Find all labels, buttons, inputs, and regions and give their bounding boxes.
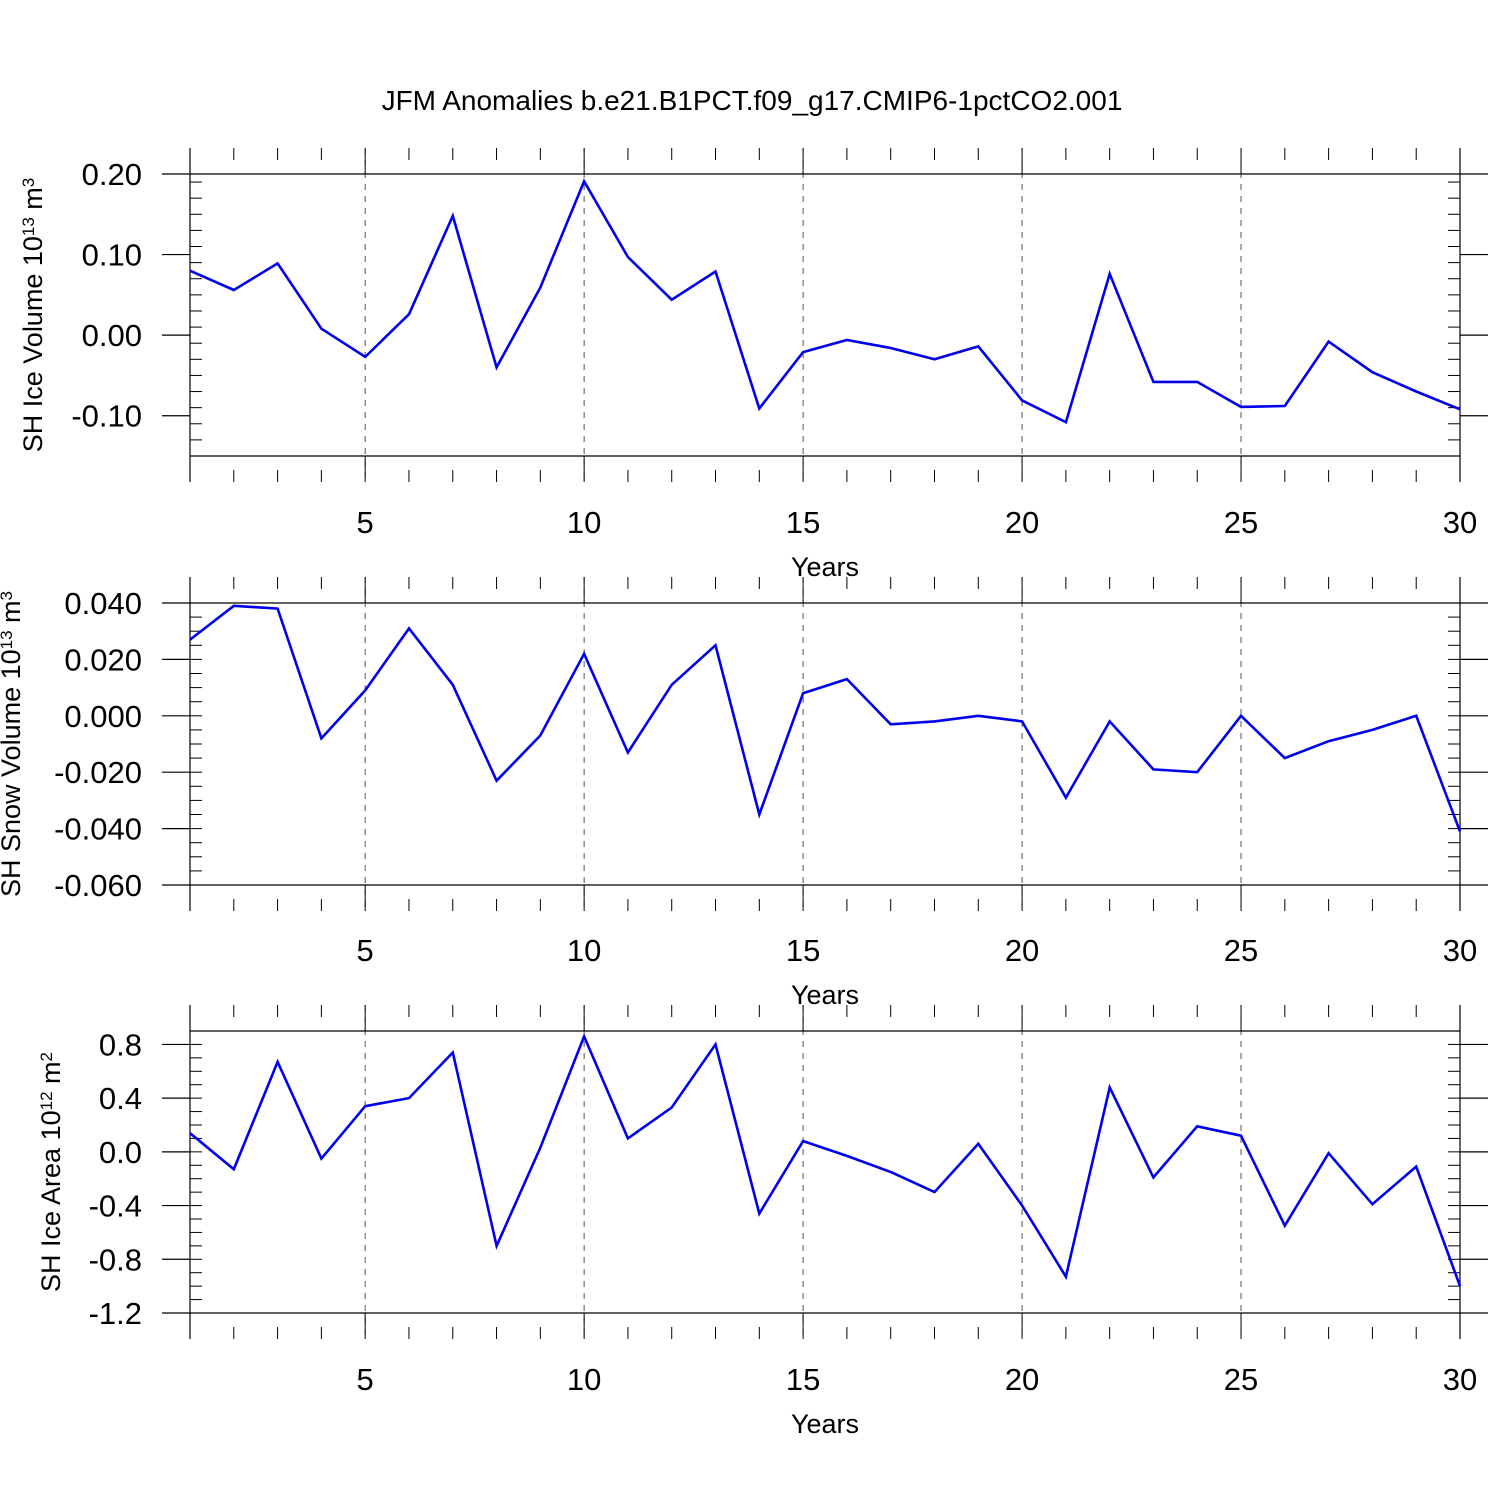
y-axis-label-superscript: 3 bbox=[0, 591, 16, 600]
y-axis-label-superscript: 13 bbox=[0, 630, 16, 649]
x-tick-label: 15 bbox=[786, 505, 820, 540]
x-tick-label: 25 bbox=[1224, 933, 1258, 968]
y-tick-label: 0.040 bbox=[64, 586, 142, 621]
x-tick-label: 25 bbox=[1224, 505, 1258, 540]
y-axis-label: SH Ice Volume 1013 m3 bbox=[18, 178, 48, 453]
series-line bbox=[189, 1032, 1462, 1287]
y-axis-label-text: SH Snow Volume 10 bbox=[0, 649, 26, 897]
y-tick-label: -1.2 bbox=[89, 1296, 142, 1331]
x-tick-label: 10 bbox=[567, 1362, 601, 1397]
y-tick-label: 0.4 bbox=[99, 1081, 142, 1116]
y-axis-label: SH Ice Area 1012 m2 bbox=[36, 1052, 66, 1292]
y-tick-label: -0.10 bbox=[71, 399, 142, 434]
y-axis-label-text: m bbox=[36, 1061, 66, 1091]
x-tick-label: 5 bbox=[357, 1362, 374, 1397]
y-tick-label: 0.20 bbox=[82, 157, 142, 192]
y-axis-label-text: SH Ice Volume 10 bbox=[18, 236, 48, 452]
y-tick-label: 0.000 bbox=[64, 699, 142, 734]
y-tick-label: -0.8 bbox=[89, 1242, 142, 1277]
y-axis-label-superscript: 12 bbox=[37, 1091, 56, 1110]
chart-panel-2: 0.040 0.020 0.000 -0.020 -0.040 -0.060 5 10 15 20… bbox=[0, 577, 1488, 1010]
x-tick-label: 20 bbox=[1005, 505, 1039, 540]
y-tick-label: 0.00 bbox=[82, 318, 142, 353]
x-axis-label: Years bbox=[791, 980, 859, 1010]
x-tick-label: 5 bbox=[357, 933, 374, 968]
y-axis-label-text: m bbox=[0, 600, 26, 630]
x-tick-label: 30 bbox=[1443, 505, 1477, 540]
y-tick-label: -0.4 bbox=[89, 1189, 142, 1224]
y-axis-label: SH Snow Volume 1013 m3 bbox=[0, 591, 26, 897]
y-tick-label: 0.8 bbox=[99, 1027, 142, 1062]
y-tick-label: 0.020 bbox=[64, 642, 142, 677]
x-axis-label: Years bbox=[791, 1409, 859, 1439]
y-axis-label-text: m bbox=[18, 187, 48, 217]
x-tick-label: 10 bbox=[567, 505, 601, 540]
y-tick-label: 0.0 bbox=[99, 1135, 142, 1170]
series-line bbox=[189, 178, 1461, 425]
y-tick-label: -0.060 bbox=[54, 868, 142, 903]
figure-title: JFM Anomalies b.e21.B1PCT.f09_g17.CMIP6-… bbox=[382, 85, 1123, 116]
x-tick-label: 25 bbox=[1224, 1362, 1258, 1397]
x-tick-label: 20 bbox=[1005, 933, 1039, 968]
y-axis-label-text: SH Ice Area 10 bbox=[36, 1110, 66, 1292]
chart-panel-3: 0.8 0.4 0.0 -0.4 -0.8 -1.2 5 10 15 20 25 30 Years SH … bbox=[36, 1005, 1488, 1439]
y-tick-label: 0.10 bbox=[82, 238, 142, 273]
x-tick-label: 30 bbox=[1443, 1362, 1477, 1397]
x-tick-label: 5 bbox=[357, 505, 374, 540]
x-tick-label: 20 bbox=[1005, 1362, 1039, 1397]
x-tick-label: 10 bbox=[567, 933, 601, 968]
y-axis-label-superscript: 13 bbox=[19, 217, 38, 236]
x-tick-label: 15 bbox=[786, 933, 820, 968]
y-axis-label-superscript: 2 bbox=[37, 1052, 56, 1061]
x-tick-label: 15 bbox=[786, 1362, 820, 1397]
x-tick-label: 30 bbox=[1443, 933, 1477, 968]
y-tick-label: -0.020 bbox=[54, 755, 142, 790]
chart-panel-1: 0.20 0.10 0.00 -0.10 5 10 15 20 25 30 Years SH Ice … bbox=[18, 148, 1488, 582]
y-tick-label: -0.040 bbox=[54, 812, 142, 847]
y-axis-label-superscript: 3 bbox=[19, 178, 38, 187]
x-axis-label: Years bbox=[791, 552, 859, 582]
series-line bbox=[189, 604, 1462, 832]
